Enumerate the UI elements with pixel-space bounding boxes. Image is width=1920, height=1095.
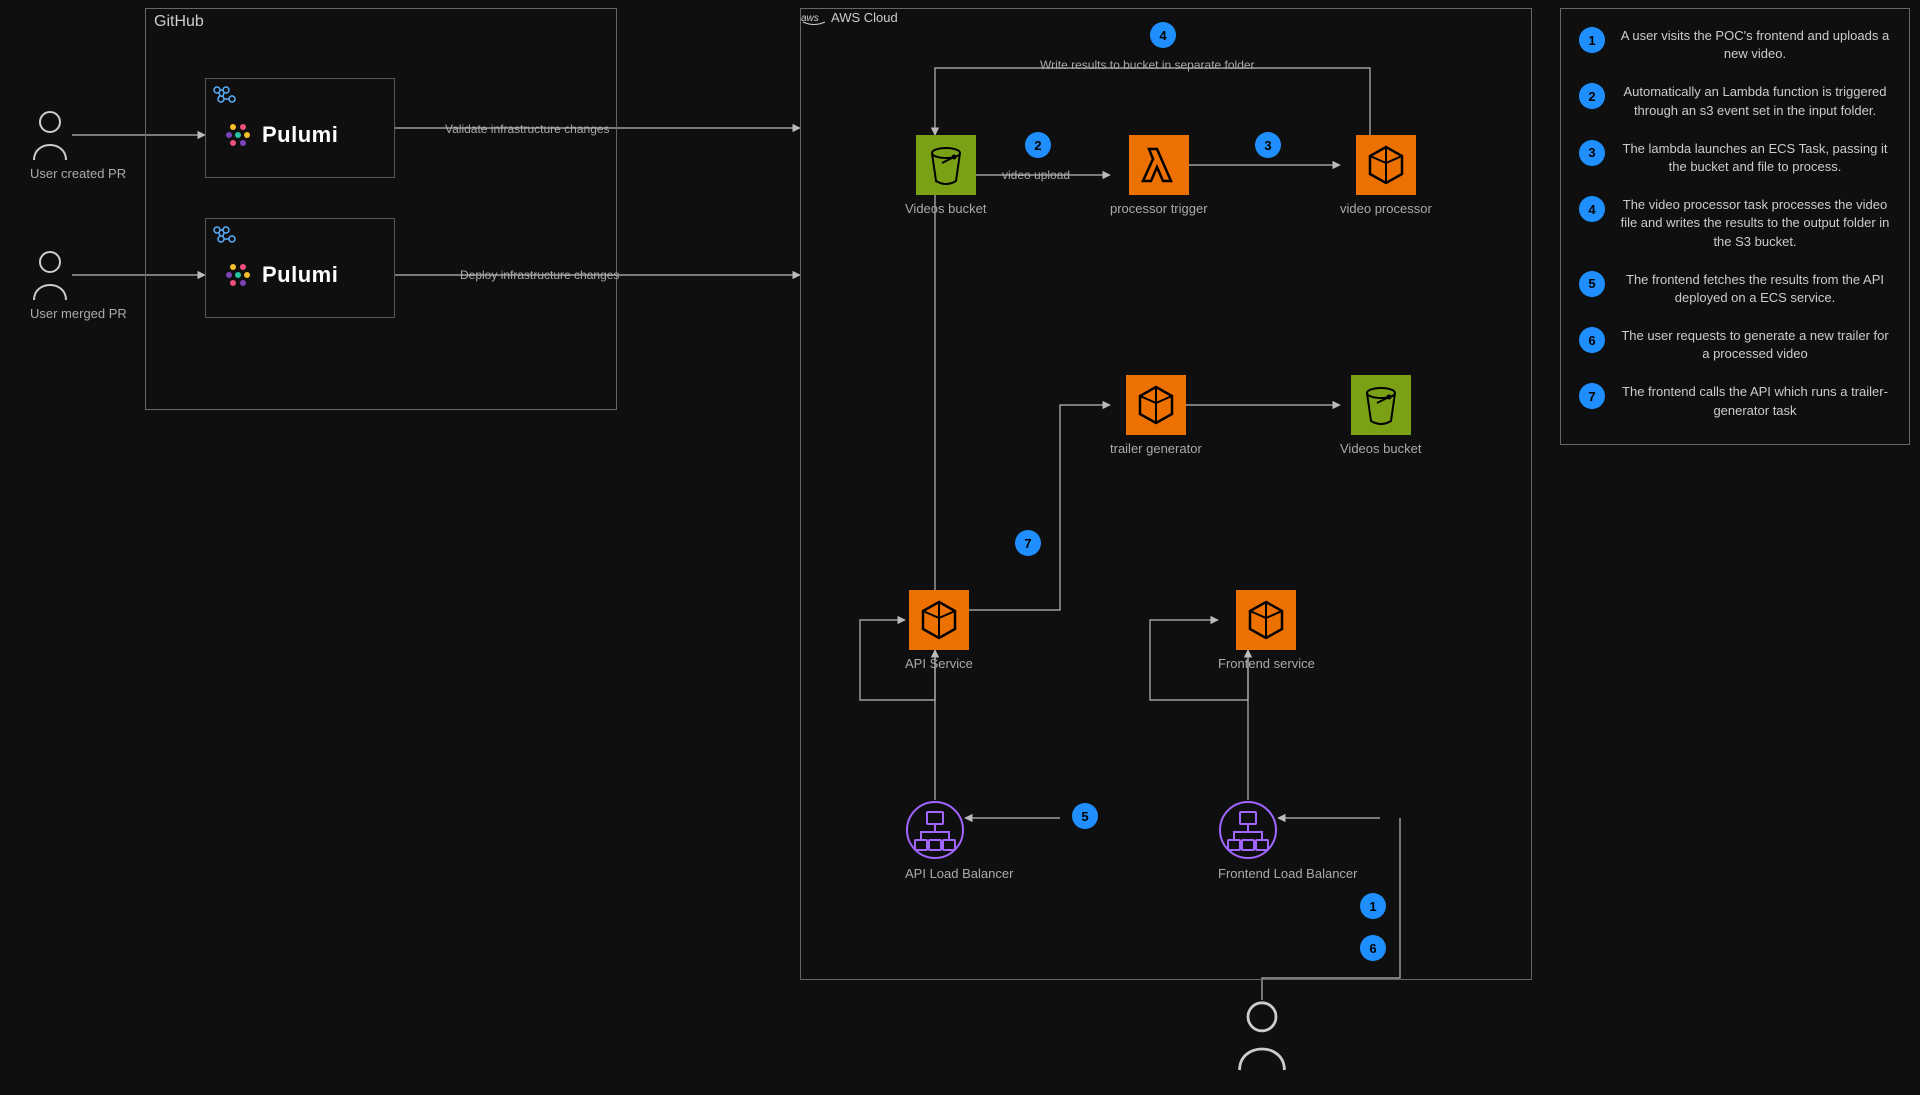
load-balancer-icon — [905, 800, 965, 860]
legend-row: 2 Automatically an Lambda function is tr… — [1579, 83, 1891, 119]
github-title: GitHub — [154, 13, 204, 31]
node-api-lb: API Load Balancer — [905, 800, 1013, 881]
legend-row: 6 The user requests to generate a new tr… — [1579, 327, 1891, 363]
ecs-service-icon — [1126, 375, 1186, 435]
edge-label: Deploy infrastructure changes — [460, 268, 619, 282]
step-badge: 2 — [1025, 132, 1051, 158]
legend-row: 4 The video processor task processes the… — [1579, 196, 1891, 251]
node-label: Videos bucket — [905, 201, 986, 216]
legend-row: 5 The frontend fetches the results from … — [1579, 271, 1891, 307]
legend-text: A user visits the POC's frontend and upl… — [1619, 27, 1891, 63]
pulumi-wordmark: Pulumi — [262, 262, 338, 288]
node-label: Videos bucket — [1340, 441, 1421, 456]
workflow-icon — [212, 225, 238, 245]
legend-badge: 4 — [1579, 196, 1605, 222]
user-icon — [1232, 1000, 1292, 1070]
node-video-processor: video processor — [1340, 135, 1432, 216]
node-label: API Load Balancer — [905, 866, 1013, 881]
aws-title-tag: aws AWS Cloud — [801, 9, 898, 25]
legend-text: Automatically an Lambda function is trig… — [1619, 83, 1891, 119]
legend-row: 3 The lambda launches an ECS Task, passi… — [1579, 140, 1891, 176]
diagram-canvas: GitHub aws AWS Cloud 1 A user visits the… — [0, 0, 1920, 1095]
legend-text: The frontend calls the API which runs a … — [1619, 383, 1891, 419]
ecs-service-icon — [1236, 590, 1296, 650]
end-user-actor — [1232, 1000, 1292, 1070]
node-label: API Service — [905, 656, 973, 671]
legend-row: 1 A user visits the POC's frontend and u… — [1579, 27, 1891, 63]
s3-bucket-icon — [916, 135, 976, 195]
node-label: processor trigger — [1110, 201, 1208, 216]
user-label: User merged PR — [30, 306, 127, 321]
legend-badge: 7 — [1579, 383, 1605, 409]
s3-bucket-icon — [1351, 375, 1411, 435]
legend-badge: 1 — [1579, 27, 1605, 53]
node-label: Frontend Load Balancer — [1218, 866, 1357, 881]
legend-badge: 6 — [1579, 327, 1605, 353]
node-label: video processor — [1340, 201, 1432, 216]
load-balancer-icon — [1218, 800, 1278, 860]
step-badge: 7 — [1015, 530, 1041, 556]
step-badge: 4 — [1150, 22, 1176, 48]
legend-badge: 5 — [1579, 271, 1605, 297]
legend-badge: 3 — [1579, 140, 1605, 166]
node-frontend-lb: Frontend Load Balancer — [1218, 800, 1357, 881]
node-api-service: API Service — [905, 590, 973, 671]
workflow-icon — [212, 85, 238, 105]
lambda-icon — [1129, 135, 1189, 195]
github-region: GitHub — [145, 8, 617, 410]
user-icon — [30, 110, 70, 160]
user-label: User created PR — [30, 166, 126, 181]
user-actor: User created PR — [30, 110, 126, 181]
step-badge: 1 — [1360, 893, 1386, 919]
legend-text: The video processor task processes the v… — [1619, 196, 1891, 251]
pulumi-card: Pulumi — [205, 218, 395, 318]
pulumi-card: Pulumi — [205, 78, 395, 178]
edge-label: Write results to bucket in separate fold… — [1040, 58, 1255, 72]
pulumi-logo-icon — [224, 261, 252, 289]
legend-text: The user requests to generate a new trai… — [1619, 327, 1891, 363]
ecs-service-icon — [1356, 135, 1416, 195]
pulumi-logo-icon — [224, 121, 252, 149]
aws-title: AWS Cloud — [831, 10, 898, 25]
legend-text: The frontend fetches the results from th… — [1619, 271, 1891, 307]
node-label: Frontend service — [1218, 656, 1315, 671]
user-actor: User merged PR — [30, 250, 127, 321]
legend-badge: 2 — [1579, 83, 1605, 109]
node-videos-bucket: Videos bucket — [905, 135, 986, 216]
node-videos-bucket2: Videos bucket — [1340, 375, 1421, 456]
legend-row: 7 The frontend calls the API which runs … — [1579, 383, 1891, 419]
node-label: trailer generator — [1110, 441, 1202, 456]
aws-logo-icon: aws — [801, 9, 827, 25]
legend-text: The lambda launches an ECS Task, passing… — [1619, 140, 1891, 176]
edge-label: Validate infrastructure changes — [445, 122, 610, 136]
user-icon — [30, 250, 70, 300]
pulumi-wordmark: Pulumi — [262, 122, 338, 148]
node-proc-trigger: processor trigger — [1110, 135, 1208, 216]
step-badge: 3 — [1255, 132, 1281, 158]
node-trailer-gen: trailer generator — [1110, 375, 1202, 456]
edge-label: video upload — [1002, 168, 1070, 182]
node-frontend-svc: Frontend service — [1218, 590, 1315, 671]
legend-panel: 1 A user visits the POC's frontend and u… — [1560, 8, 1910, 445]
ecs-service-icon — [909, 590, 969, 650]
step-badge: 6 — [1360, 935, 1386, 961]
step-badge: 5 — [1072, 803, 1098, 829]
